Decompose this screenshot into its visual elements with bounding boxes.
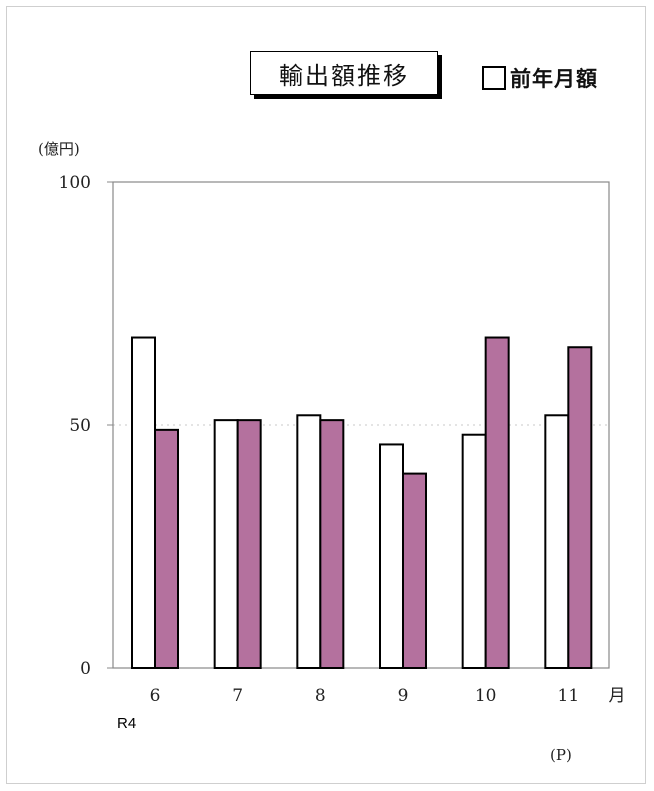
bar-current-year (319, 419, 345, 670)
bar-prior-year (131, 336, 156, 669)
bar-prior-year (296, 414, 322, 669)
bar-current-year (567, 346, 593, 669)
bar-current-year (402, 472, 427, 669)
x-tick-label: 6 (150, 686, 161, 706)
bar-current-year (484, 336, 510, 669)
legend: 前年月額 (482, 63, 598, 93)
chart-title: 輸出額推移 (250, 51, 438, 95)
x-tick-label: 9 (398, 686, 409, 706)
bar-current-year (154, 428, 179, 669)
bar-prior-year (213, 419, 239, 670)
bar-prior-year (544, 414, 570, 669)
y-tick-label: 0 (80, 659, 91, 679)
x-tick-label: 7 (232, 686, 243, 706)
bar-current-year (236, 419, 262, 670)
legend-label-prior-year: 前年月額 (510, 67, 598, 91)
x-tick-label: 11 (558, 686, 580, 706)
bar-prior-year (379, 443, 404, 669)
x-tick-label: 10 (475, 686, 497, 706)
legend-swatch-prior-year (482, 66, 506, 90)
year-note: R4 (117, 715, 137, 732)
x-axis-suffix: 月 (609, 686, 626, 706)
bar-prior-year (461, 433, 487, 669)
y-axis-unit-label: (億円) (38, 140, 80, 158)
y-tick-label: 50 (69, 416, 91, 436)
x-tick-label: 8 (315, 686, 326, 706)
y-tick-label: 100 (59, 173, 91, 193)
provisional-note: (P) (550, 746, 572, 764)
